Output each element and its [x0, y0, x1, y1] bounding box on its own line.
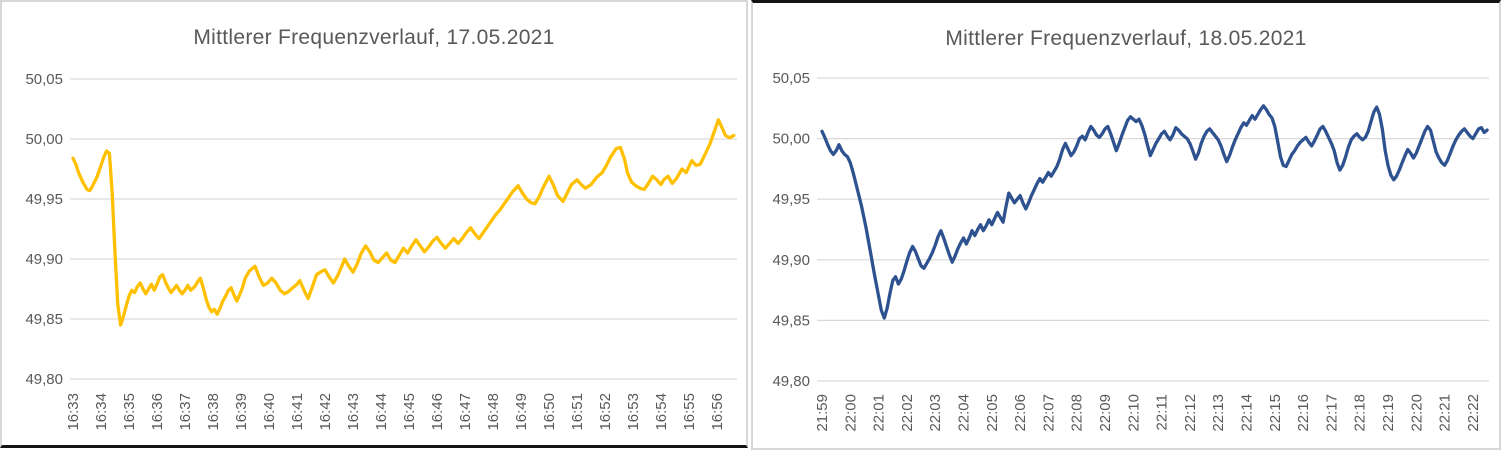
x-axis-tick-label: 16:34 [93, 393, 110, 431]
x-axis-tick-label: 22:10 [1125, 394, 1142, 432]
x-axis-tick-label: 16:52 [597, 393, 614, 431]
x-axis-tick-label: 22:09 [1097, 394, 1114, 432]
x-axis-tick-label: 16:50 [541, 393, 558, 431]
x-axis-tick-label: 16:51 [569, 393, 586, 431]
x-axis-tick-label: 22:19 [1380, 394, 1397, 432]
x-axis-tick-label: 16:54 [653, 393, 670, 431]
x-axis-tick-label: 22:05 [984, 394, 1001, 432]
x-axis-tick-label: 22:06 [1012, 394, 1029, 432]
y-axis-tick-label: 49,95 [772, 191, 810, 208]
x-axis-tick-label: 16:44 [373, 393, 390, 431]
x-axis-tick-label: 16:42 [317, 393, 334, 431]
frequency-series-line [820, 104, 1489, 320]
x-axis-tick-label: 16:40 [261, 393, 278, 431]
x-axis-tick-label: 22:16 [1295, 394, 1312, 432]
x-axis-tick-label: 22:11 [1154, 394, 1171, 430]
chart-panel-2021-05-18: Mittlerer Frequenzverlauf, 18.05.2021 50… [751, 0, 1501, 450]
x-axis-tick-label: 16:53 [625, 393, 642, 431]
y-axis-tick-label: 50,05 [25, 71, 63, 88]
y-axis-tick-label: 50,00 [772, 131, 810, 148]
x-axis-tick-label: 22:15 [1267, 394, 1284, 432]
x-axis-tick-label: 16:37 [177, 393, 194, 431]
x-axis-tick-label: 22:20 [1408, 394, 1425, 432]
x-axis-tick-label: 16:35 [121, 393, 138, 431]
x-axis-tick-label: 16:55 [681, 393, 698, 431]
x-axis-tick-label: 22:01 [871, 394, 888, 432]
x-axis-tick-label: 22:03 [927, 394, 944, 432]
x-axis-tick-label: 22:21 [1437, 394, 1454, 432]
chart-title-2021-05-18: Mittlerer Frequenzverlauf, 18.05.2021 [945, 27, 1307, 50]
x-axis-tick-label: 22:08 [1069, 394, 1086, 432]
x-axis-tick-label: 22:22 [1465, 394, 1482, 432]
x-axis-tick-label: 22:04 [956, 394, 973, 432]
x-axis-tick-label: 22:12 [1182, 394, 1199, 432]
x-axis-tick-label: 21:59 [814, 394, 831, 432]
chart-panel-2021-05-17: Mittlerer Frequenzverlauf, 17.05.2021 50… [0, 0, 748, 448]
x-axis-tick-label: 22:00 [842, 394, 859, 432]
y-axis-tick-label: 49,90 [25, 251, 63, 268]
x-axis-tick-label: 16:46 [429, 393, 446, 431]
chart-title-2021-05-17: Mittlerer Frequenzverlauf, 17.05.2021 [193, 26, 555, 49]
y-axis-tick-label: 49,95 [25, 191, 63, 208]
y-axis-tick-label: 49,85 [25, 311, 63, 328]
x-axis-tick-label: 22:07 [1040, 394, 1057, 432]
y-axis-tick-label: 50,00 [25, 131, 63, 148]
x-axis-tick-label: 16:38 [205, 393, 222, 431]
x-axis-tick-label: 16:48 [485, 393, 502, 431]
frequency-series-line [71, 118, 736, 327]
x-axis-tick-label: 16:33 [65, 393, 82, 431]
x-axis-tick-label: 16:41 [289, 393, 306, 431]
y-axis-tick-label: 49,85 [772, 312, 810, 329]
x-axis-tick-label: 16:47 [457, 393, 474, 431]
y-axis-tick-label: 49,80 [25, 371, 63, 388]
x-axis-tick-label: 16:49 [513, 393, 530, 431]
x-axis-tick-label: 16:56 [709, 393, 726, 431]
y-axis-tick-label: 49,80 [772, 373, 810, 390]
x-axis-tick-label: 22:18 [1352, 394, 1369, 432]
x-axis-tick-label: 16:39 [233, 393, 250, 431]
x-axis-tick-label: 16:36 [149, 393, 166, 431]
x-axis-tick-label: 22:13 [1210, 394, 1227, 432]
x-axis-tick-label: 22:14 [1239, 394, 1256, 432]
x-axis-tick-label: 22:17 [1323, 394, 1340, 432]
y-axis-tick-label: 50,05 [772, 70, 810, 87]
x-axis-tick-label: 16:43 [345, 393, 362, 431]
x-axis-tick-label: 16:45 [401, 393, 418, 431]
y-axis-tick-label: 49,90 [772, 252, 810, 269]
x-axis-tick-label: 22:02 [899, 394, 916, 432]
